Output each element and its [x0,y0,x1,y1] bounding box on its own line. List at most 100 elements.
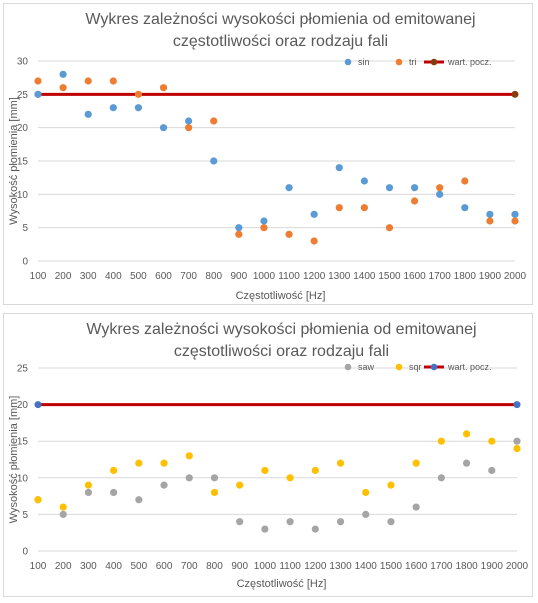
chart-0-point-tri-1500 [385,224,394,232]
chart-1-legend-marker-reference-dot [430,363,438,371]
chart-0-xtick-300: 300 [80,271,97,282]
chart-1-point-saw-1700 [437,474,445,482]
chart-1-xtick-300: 300 [80,561,97,572]
chart-1-point-saw-300 [84,488,93,497]
chart-0-xtick-1800: 1800 [454,271,477,282]
chart-1-legend-marker-saw [344,363,352,371]
chart-0-point-sin-2000 [511,210,519,218]
chart-1-point-sqr-600 [160,459,168,467]
chart-1-point-sqr-1500 [387,481,395,489]
chart-0-point-tri-1900 [486,217,494,225]
chart-1-point-sqr-1300 [336,459,345,467]
chart-0-xtick-900: 900 [230,271,247,282]
chart-1-xtick-1600: 1600 [405,561,428,572]
chart-0-point-sin-1700 [436,190,444,198]
chart-1-point-sqr-800 [210,488,219,497]
chart-1-xtick-400: 400 [105,561,122,572]
chart-0-point-tri-1800 [461,177,469,185]
chart-0-ytick-30: 30 [17,57,29,68]
chart-0-ytick-0: 0 [22,257,28,268]
chart-1-xtick-1700: 1700 [430,561,453,572]
chart-1-point-saw-2000 [513,437,521,445]
chart-0-legend-label-sin: sin [358,57,370,67]
chart-1-point-saw-1600 [412,503,420,511]
chart-1-point-saw-700 [185,474,193,482]
chart-0-legend-label-reference: wart. pocz. [447,57,492,67]
chart-1-point-sqr-700 [185,452,193,460]
chart-1-reference-marker-start [34,401,42,409]
chart-0-point-tri-800 [210,117,218,125]
chart-0-xtick-400: 400 [105,271,122,282]
chart-0-point-tri-200 [59,84,67,92]
chart-0-x-axis-title: Częstotliwość [Hz] [236,290,326,302]
chart-1-point-saw-1400 [362,510,370,518]
chart-1-point-saw-1300 [336,518,345,526]
chart-1-xtick-600: 600 [156,561,173,572]
chart-1-x-axis-title: Częstotliwość [Hz] [237,578,327,590]
chart-1-point-sqr-1200 [311,466,319,475]
chart-0-xtick-100: 100 [30,271,47,282]
chart-0-xtick-700: 700 [180,271,197,282]
chart-1-xtick-1800: 1800 [455,561,478,572]
chart-1-xtick-1400: 1400 [355,561,378,572]
chart-panel-bottom: Wykres zależności wysokości płomienia od… [3,313,533,597]
chart-0-ytick-20: 20 [17,123,29,134]
chart-0-xtick-600: 600 [155,271,172,282]
chart-1-ytick-25: 25 [17,364,29,375]
chart-0-point-tri-1700 [436,184,444,192]
chart-0-point-sin-1300 [335,164,343,172]
chart-1-ytick-10: 10 [17,473,29,484]
chart-1-legend-label-saw: saw [358,362,375,372]
chart-0-point-sin-1400 [360,177,368,185]
chart-1-y-axis-title: Wysokość płomienia [mm] [8,396,20,524]
chart-0-xtick-200: 200 [55,271,72,282]
chart-0-xtick-1400: 1400 [353,271,376,282]
chart-0-title-line-1: Wykres zależności wysokości płomienia od… [85,11,475,28]
chart-1-point-saw-500 [135,496,143,504]
chart-0-point-tri-500 [134,90,143,98]
chart-0-point-sin-300 [84,110,92,118]
chart-0-xtick-1600: 1600 [403,271,426,282]
chart-1-point-saw-1800 [462,459,471,467]
chart-1-xtick-1500: 1500 [380,561,403,572]
chart-1-xtick-1300: 1300 [329,561,352,572]
chart-0-ytick-5: 5 [22,223,28,234]
chart-0-xtick-800: 800 [205,271,222,282]
chart-1-point-sqr-1600 [412,459,420,467]
chart-0-point-sin-1800 [461,204,469,212]
chart-0-xtick-500: 500 [130,271,147,282]
chart-0-point-tri-2000 [511,217,519,225]
chart-1-xtick-100: 100 [30,561,47,572]
chart-1-point-sqr-900 [236,481,244,489]
chart-1-xtick-500: 500 [130,561,147,572]
chart-1-point-saw-1900 [488,466,496,475]
chart-1-point-sqr-1800 [462,430,471,438]
chart-1-ytick-15: 15 [17,437,29,448]
chart-0-point-sin-900 [235,224,243,232]
chart-0-ytick-25: 25 [17,90,29,101]
chart-1-point-sqr-1700 [437,437,445,445]
chart-1-xtick-700: 700 [181,561,198,572]
chart-0-point-tri-1200 [310,237,318,245]
chart-1-xtick-800: 800 [206,561,223,572]
scatter-chart-bottom: Wykres zależności wysokości płomienia od… [8,321,529,590]
chart-0-point-sin-400 [109,104,117,112]
chart-1-ytick-5: 5 [22,510,28,521]
chart-0-point-tri-100 [34,77,42,85]
chart-0-point-tri-1300 [335,204,343,212]
chart-1-point-sqr-400 [110,466,118,475]
chart-0-point-sin-1900 [486,210,494,218]
chart-1-title-line-2: częstotliwości oraz rodzaju fali [174,343,389,360]
chart-1-point-saw-600 [160,481,168,489]
chart-1-point-saw-1100 [286,518,294,526]
chart-1-point-saw-800 [210,474,219,482]
chart-0-point-sin-100 [34,90,42,98]
chart-0-point-tri-1400 [360,204,368,212]
chart-0-point-tri-1000 [260,224,268,232]
chart-1-ytick-20: 20 [17,400,29,411]
chart-0-point-sin-1600 [410,184,419,192]
chart-1-point-saw-1000 [261,525,269,533]
chart-0-point-sin-1200 [310,210,318,218]
chart-1-point-saw-900 [236,518,244,526]
chart-0-point-tri-1600 [410,197,419,205]
